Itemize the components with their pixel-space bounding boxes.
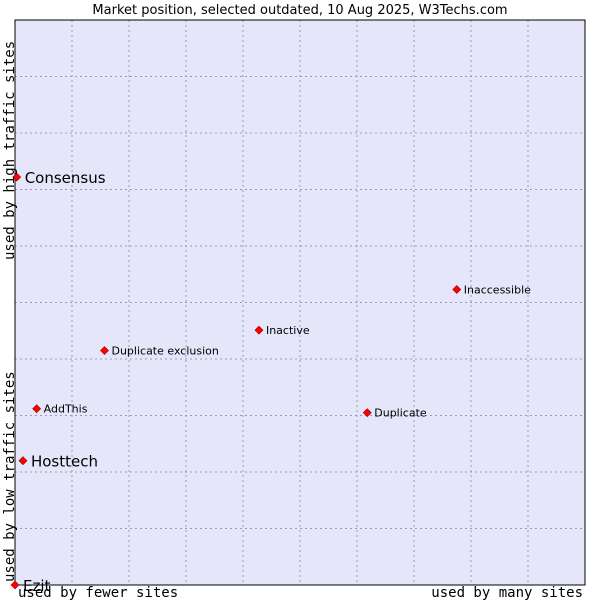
data-label-inactive: Inactive [266, 324, 310, 337]
data-points [10, 172, 462, 590]
chart-title: Market position, selected outdated, 10 A… [92, 3, 507, 18]
y-axis-label-bottom: used by low traffic sites [2, 371, 18, 582]
data-label-duplicate-exclusion: Duplicate exclusion [111, 345, 218, 358]
data-point-ezit [10, 580, 20, 590]
data-label-ezit: Ezit [23, 577, 51, 595]
data-point-inactive [254, 325, 264, 335]
x-axis-label-right: used by many sites [431, 585, 583, 600]
grid [15, 20, 585, 585]
data-point-hosttech [18, 456, 28, 466]
data-point-duplicate-exclusion [100, 346, 109, 355]
data-label-hosttech: Hosttech [31, 453, 98, 471]
data-label-addthis: AddThis [44, 403, 88, 416]
data-point-duplicate [362, 408, 372, 418]
data-label-inaccessible: Inaccessible [464, 284, 531, 297]
data-label-consensus: Consensus [25, 169, 106, 187]
x-axis-label-left: used by fewer sites [18, 585, 178, 600]
plot-frame [14, 19, 586, 586]
y-axis-label-top: used by high traffic sites [2, 41, 18, 260]
data-point-consensus [12, 172, 22, 182]
data-label-duplicate: Duplicate [374, 407, 427, 420]
data-labels: Consensus Inaccessible Inactive Duplicate e… [23, 169, 531, 595]
data-point-inaccessible [452, 285, 462, 294]
data-point-addthis [32, 404, 42, 414]
